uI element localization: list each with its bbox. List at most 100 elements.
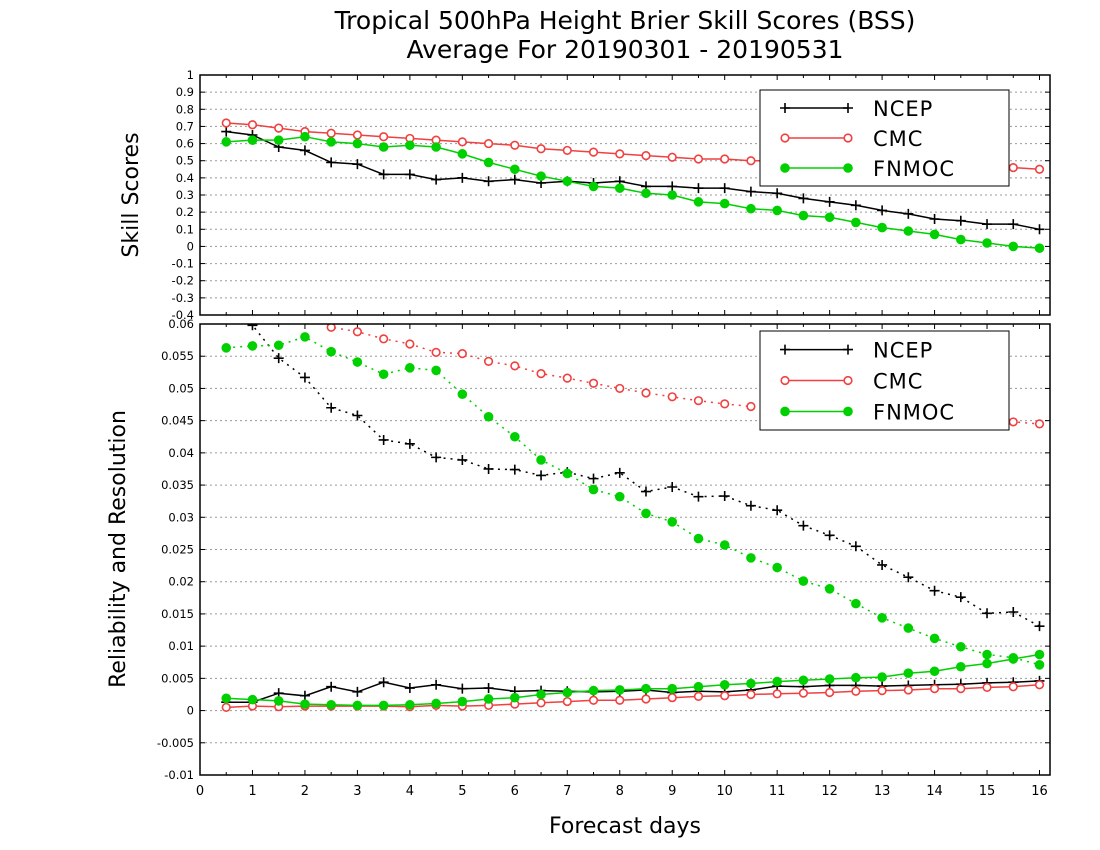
data-point	[483, 138, 494, 149]
data-point	[614, 467, 625, 478]
x-tick-label: 5	[458, 784, 466, 799]
data-point	[249, 301, 257, 309]
series-fnmoc-2	[221, 131, 1045, 253]
x-tick-label: 12	[821, 784, 838, 799]
data-point	[615, 383, 625, 394]
data-point	[903, 226, 914, 236]
data-point	[247, 135, 258, 145]
data-point	[378, 434, 389, 445]
data-point	[956, 661, 966, 672]
data-point	[851, 598, 861, 609]
data-point	[824, 530, 835, 541]
data-point	[404, 683, 415, 694]
x-axis-title: Forecast days	[549, 814, 701, 839]
data-point	[378, 677, 389, 688]
data-point	[614, 491, 625, 502]
data-point	[982, 658, 992, 669]
data-point	[667, 181, 678, 192]
legend-marker	[843, 133, 853, 143]
y-tick-label: 0.005	[161, 671, 194, 685]
y-tick-label: 0.8	[176, 102, 194, 116]
x-tick-label: 10	[716, 784, 733, 799]
x-tick-label: 13	[874, 784, 891, 799]
data-point	[1008, 241, 1019, 252]
data-point	[536, 689, 546, 700]
data-point	[667, 683, 678, 694]
legend: NCEP CMC FNMOC	[759, 330, 1010, 431]
data-point	[536, 144, 546, 154]
data-point	[693, 183, 704, 194]
data-point	[326, 137, 336, 147]
data-point	[693, 197, 704, 207]
data-point	[457, 349, 467, 359]
data-point	[693, 681, 704, 692]
data-point	[352, 138, 363, 149]
data-point	[431, 142, 441, 152]
y-tick-label: 0.025	[161, 543, 194, 557]
legend-item-fnmoc: FNMOC	[780, 400, 954, 424]
data-point	[956, 684, 966, 694]
y-tick-label: 0.06	[168, 317, 194, 331]
data-point	[352, 700, 363, 711]
data-point	[221, 303, 231, 313]
y-tick-label: 0.055	[161, 349, 194, 363]
data-point	[1008, 606, 1019, 617]
data-point	[615, 149, 625, 159]
data-point	[483, 694, 494, 704]
data-point	[562, 468, 573, 479]
data-point	[772, 562, 782, 573]
plot-area	[221, 301, 1045, 712]
series-ncep-0	[221, 303, 1045, 632]
data-point	[483, 683, 494, 694]
legend: NCEP CMC FNMOC	[759, 89, 1010, 187]
data-point	[1008, 219, 1019, 230]
data-point	[667, 190, 678, 200]
y-tick-label: -0.005	[157, 736, 194, 750]
data-point	[929, 633, 940, 644]
data-point	[352, 159, 363, 170]
legend-marker	[843, 163, 853, 173]
y-tick-label: -0.1	[172, 257, 194, 271]
data-point	[641, 683, 651, 694]
data-point	[509, 174, 520, 185]
data-point	[431, 347, 441, 357]
data-point	[982, 238, 992, 248]
data-point	[378, 700, 389, 711]
series-line	[226, 684, 1040, 709]
data-point	[510, 361, 520, 371]
data-point	[1008, 654, 1019, 664]
y-tick-label: 0.1	[176, 222, 194, 236]
data-point	[562, 373, 572, 383]
data-point	[431, 365, 441, 376]
y-tick-label: -0.01	[164, 768, 194, 782]
data-point	[719, 540, 730, 550]
legend-label: CMC	[873, 370, 923, 394]
data-point	[483, 411, 494, 422]
legend-marker	[843, 103, 853, 113]
y-tick-label: -0.4	[172, 308, 194, 322]
data-point	[378, 369, 389, 380]
data-point	[903, 572, 914, 583]
y-tick-label: 0.015	[161, 607, 194, 621]
data-point	[850, 200, 861, 211]
y-tick-label: -0.3	[172, 291, 194, 305]
data-point	[798, 193, 809, 204]
data-point	[641, 508, 651, 519]
data-point	[746, 553, 756, 563]
data-point	[1034, 660, 1045, 670]
data-point	[720, 154, 730, 164]
data-point	[221, 118, 231, 128]
y-tick-label: 0.035	[161, 478, 194, 492]
data-point	[510, 140, 520, 150]
data-point	[693, 691, 704, 701]
y-axis-title: Skill Scores	[119, 132, 144, 257]
data-point	[405, 339, 415, 349]
legend-marker	[780, 163, 790, 173]
data-point	[457, 137, 467, 147]
data-point	[326, 324, 336, 332]
data-point	[352, 327, 363, 337]
data-point	[982, 219, 993, 230]
data-point	[772, 505, 783, 516]
data-point	[221, 693, 232, 704]
data-point	[719, 491, 730, 502]
